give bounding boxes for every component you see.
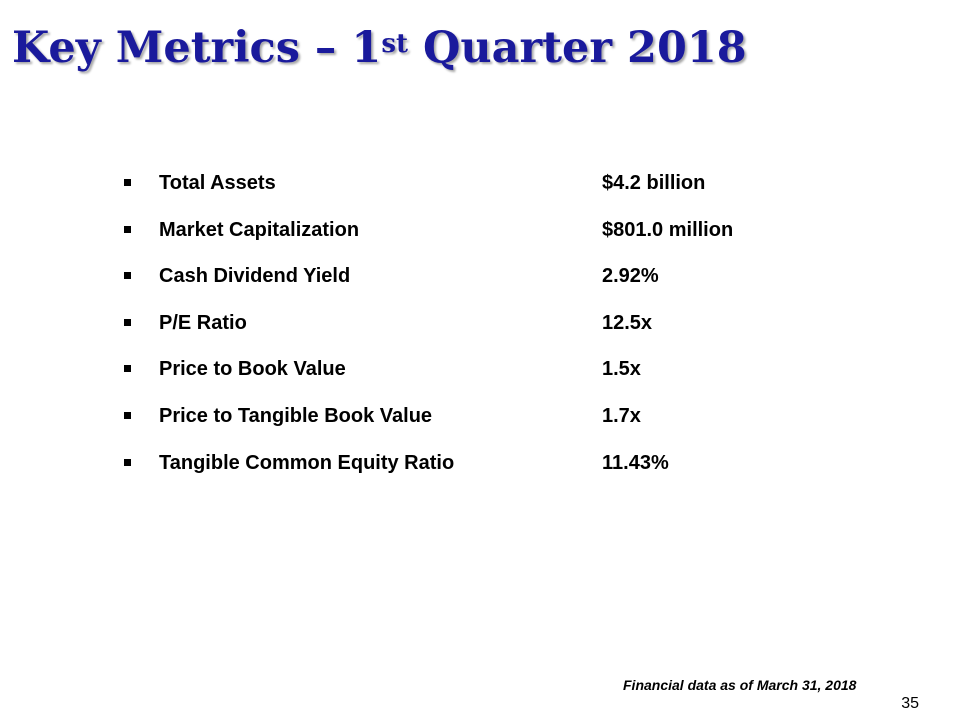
slide-title-superscript: st xyxy=(381,29,408,59)
metric-value: 1.5x xyxy=(602,358,641,381)
metric-row: Price to Tangible Book Value 1.7x xyxy=(0,401,960,448)
square-bullet-icon xyxy=(124,458,131,466)
slide-title: Key Metrics – 1st Quarter 2018 xyxy=(12,18,747,78)
metric-label: Market Capitalization xyxy=(159,218,360,241)
square-bullet-icon xyxy=(124,411,131,419)
metric-row: Tangible Common Equity Ratio 11.43% xyxy=(0,448,960,495)
page-number: 35 xyxy=(901,695,919,712)
metric-label: Price to Tangible Book Value xyxy=(159,404,433,427)
metric-label: P/E Ratio xyxy=(159,311,247,334)
metric-label: Price to Book Value xyxy=(159,358,346,381)
square-bullet-icon xyxy=(124,365,131,373)
footnote: Financial data as of March 31, 2018 xyxy=(623,677,857,693)
slide-title-main: Key Metrics – 1 xyxy=(12,23,382,73)
metric-value: 12.5x xyxy=(602,311,653,334)
square-bullet-icon xyxy=(124,225,131,233)
metric-row: P/E Ratio 12.5x xyxy=(0,308,960,355)
metric-value: $4.2 billion xyxy=(602,172,706,194)
square-bullet-icon xyxy=(124,272,131,280)
square-bullet-icon xyxy=(124,179,131,186)
metric-row: Price to Book Value 1.5x xyxy=(0,354,960,401)
metric-label: Total Assets xyxy=(159,172,276,194)
metric-value: $801.0 million xyxy=(602,218,734,241)
square-bullet-icon xyxy=(124,318,131,326)
metric-row: Cash Dividend Yield 2.92% xyxy=(0,261,960,308)
metric-row: Market Capitalization $801.0 million xyxy=(0,215,960,262)
metrics-list: Total Assets $4.2 billion Market Capital… xyxy=(0,168,960,494)
metric-value: 11.43% xyxy=(602,451,669,474)
metric-label: Tangible Common Equity Ratio xyxy=(159,451,455,474)
metric-row: Total Assets $4.2 billion xyxy=(0,168,960,215)
metric-label: Cash Dividend Yield xyxy=(159,265,351,288)
metric-value: 2.92% xyxy=(602,265,659,288)
slide-title-rest: Quarter 2018 xyxy=(407,23,747,73)
metric-value: 1.7x xyxy=(602,404,641,427)
